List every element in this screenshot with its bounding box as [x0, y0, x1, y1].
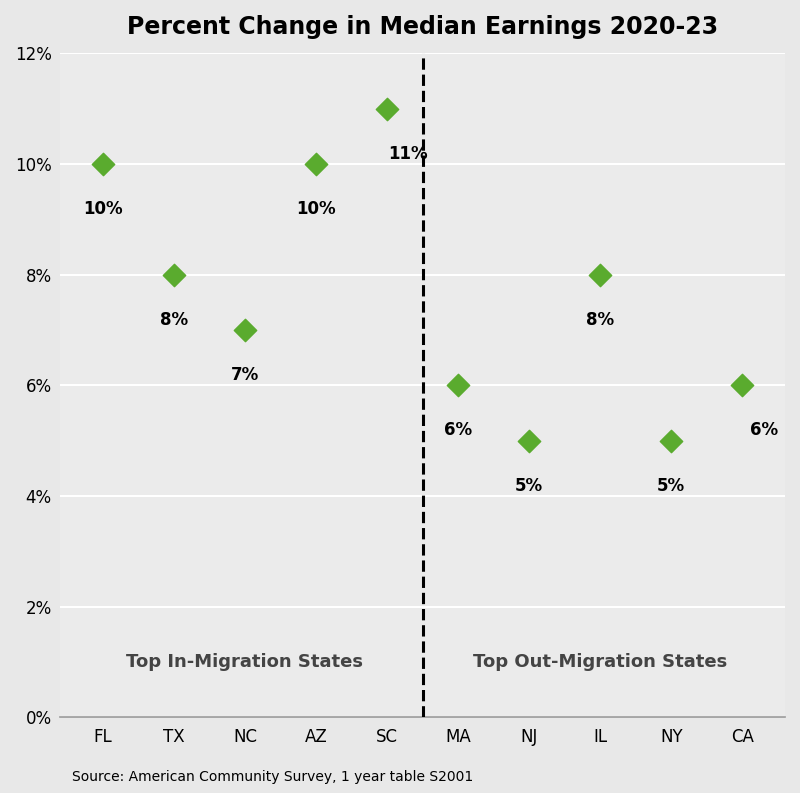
Text: 8%: 8% [586, 311, 614, 328]
Point [381, 102, 394, 115]
Text: Top In-Migration States: Top In-Migration States [126, 653, 363, 671]
Text: 10%: 10% [296, 200, 336, 218]
Point [167, 268, 180, 281]
Text: 7%: 7% [231, 366, 259, 384]
Text: Top Out-Migration States: Top Out-Migration States [473, 653, 727, 671]
Point [736, 379, 749, 392]
Text: 6%: 6% [750, 421, 778, 439]
Point [97, 158, 110, 170]
Text: 8%: 8% [160, 311, 188, 328]
Point [665, 435, 678, 447]
Text: Source: American Community Survey, 1 year table S2001: Source: American Community Survey, 1 yea… [72, 770, 474, 784]
Point [452, 379, 465, 392]
Point [594, 268, 606, 281]
Text: 6%: 6% [444, 421, 472, 439]
Title: Percent Change in Median Earnings 2020-23: Percent Change in Median Earnings 2020-2… [127, 15, 718, 39]
Point [522, 435, 535, 447]
Point [238, 324, 251, 336]
Text: 10%: 10% [83, 200, 122, 218]
Text: 5%: 5% [658, 477, 686, 495]
Point [310, 158, 322, 170]
Text: 11%: 11% [389, 144, 428, 163]
Text: 5%: 5% [515, 477, 543, 495]
